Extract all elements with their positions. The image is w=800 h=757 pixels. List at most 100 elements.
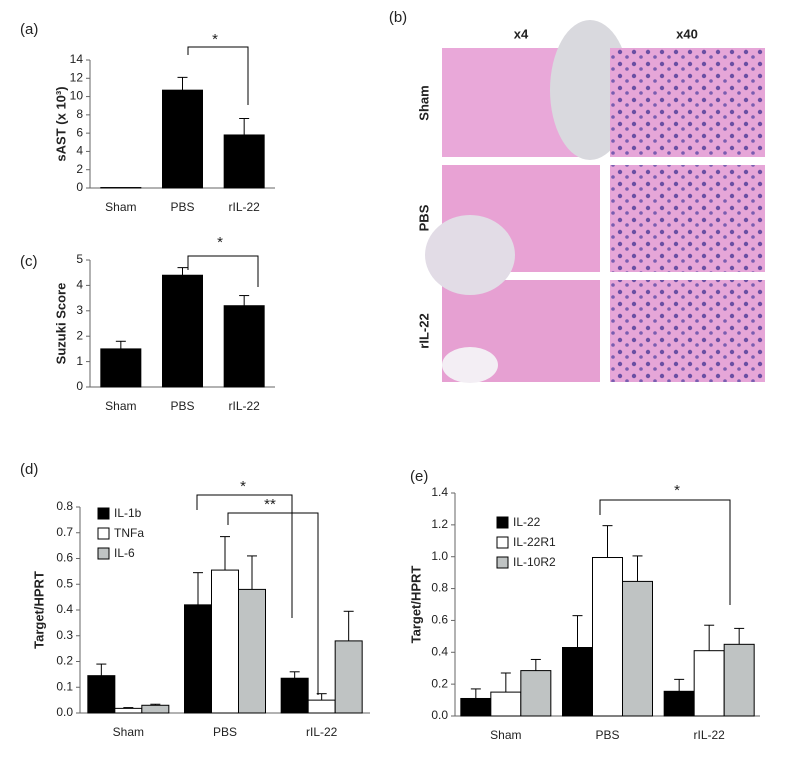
y-tick-label: 1.4 (431, 485, 448, 499)
x-tick-label: Sham (105, 200, 136, 214)
bar (184, 604, 212, 714)
bar (490, 691, 522, 717)
y-tick-label: 0.2 (56, 654, 73, 668)
y-tick-label: 5 (76, 252, 83, 266)
y-tick-label: 12 (70, 70, 84, 84)
legend-label: IL-22 (513, 515, 541, 529)
legend-swatch (97, 547, 110, 560)
significance-mark: * (212, 31, 218, 48)
legend-label: IL-10R2 (513, 555, 556, 569)
y-tick-label: 0.6 (431, 613, 448, 627)
y-tick-label: 14 (70, 52, 84, 66)
y-tick-label: 1.2 (431, 517, 448, 531)
bar (162, 89, 203, 189)
y-tick-label: 10 (70, 89, 84, 103)
y-tick-label: 0.6 (56, 551, 73, 565)
panel-label: (a) (20, 21, 38, 38)
y-tick-label: 2 (76, 328, 83, 342)
bar (663, 690, 695, 717)
significance-bracket (196, 494, 293, 618)
legend-swatch (97, 527, 110, 540)
y-tick-label: 0.4 (431, 644, 448, 658)
bar (460, 697, 492, 717)
bar (162, 274, 203, 388)
x-tick-label: rIL-22 (306, 725, 338, 739)
legend-swatch (496, 516, 509, 529)
legend-label: IL-1b (114, 506, 142, 520)
significance-mark: * (240, 478, 246, 495)
legend-swatch (496, 536, 509, 549)
y-tick-label: 1 (76, 354, 83, 368)
y-tick-label: 2 (76, 162, 83, 176)
significance-bracket (187, 46, 249, 105)
y-tick-label: 0.5 (56, 576, 73, 590)
panel-label: (d) (20, 461, 38, 478)
x-tick-label: PBS (213, 725, 237, 739)
y-tick-label: 0.0 (431, 708, 448, 722)
legend-label: TNFa (114, 526, 144, 540)
histology-images (425, 20, 765, 383)
bar (238, 588, 266, 714)
bar (592, 557, 623, 717)
y-tick-label: 4 (76, 144, 83, 158)
y-tick-label: 6 (76, 125, 83, 139)
legend-swatch (97, 507, 110, 520)
legend-swatch (496, 556, 509, 569)
y-tick-label: 0.8 (431, 581, 448, 595)
bar (520, 670, 552, 717)
row-label: PBS (416, 204, 431, 231)
y-tick-label: 0.3 (56, 628, 73, 642)
significance-bracket (599, 499, 731, 605)
bar (307, 699, 336, 714)
bar (334, 640, 363, 714)
bar (723, 643, 755, 717)
panel-label: (b) (389, 9, 407, 26)
x-tick-label: Sham (490, 728, 521, 742)
y-tick-label: 0 (76, 379, 83, 393)
significance-bracket (187, 255, 259, 287)
y-axis-label: Target/HPRT (408, 566, 423, 644)
panel-label: (c) (20, 253, 38, 270)
bar (100, 348, 142, 388)
significance-mark: ** (264, 496, 276, 513)
column-label: x4 (514, 26, 529, 41)
column-label: x40 (676, 26, 698, 41)
bar (141, 704, 170, 714)
bar (114, 707, 143, 714)
y-tick-label: 0 (76, 180, 83, 194)
bar (223, 305, 265, 388)
y-axis-label: Target/HPRT (31, 571, 46, 649)
image-detail (442, 347, 498, 383)
significance-mark: * (217, 234, 223, 251)
y-axis-label: sAST (x 10³) (53, 86, 68, 161)
significance-bracket (227, 512, 319, 695)
image-detail (425, 215, 515, 295)
significance-mark: * (674, 482, 680, 499)
y-tick-label: 0.8 (56, 499, 73, 513)
image (610, 280, 765, 382)
y-tick-label: 1.0 (431, 549, 448, 563)
y-tick-label: 3 (76, 303, 83, 317)
x-tick-label: rIL-22 (228, 200, 260, 214)
image (610, 48, 765, 157)
y-axis-label: Suzuki Score (53, 283, 68, 365)
image (610, 165, 765, 272)
row-label: rIL-22 (416, 313, 431, 348)
x-tick-label: rIL-22 (228, 399, 260, 413)
bar (622, 580, 653, 717)
x-tick-label: PBS (595, 728, 619, 742)
bar (562, 647, 593, 717)
y-tick-label: 0.2 (431, 676, 448, 690)
bar (693, 650, 725, 717)
legend-label: IL-22R1 (513, 535, 556, 549)
bar (211, 569, 239, 714)
bar (223, 134, 265, 189)
row-label: Sham (416, 85, 431, 120)
x-tick-label: rIL-22 (693, 728, 725, 742)
y-tick-label: 0.1 (56, 679, 73, 693)
legend-label: IL-6 (114, 546, 135, 560)
panel-label: (e) (410, 468, 428, 485)
x-tick-label: PBS (170, 399, 194, 413)
